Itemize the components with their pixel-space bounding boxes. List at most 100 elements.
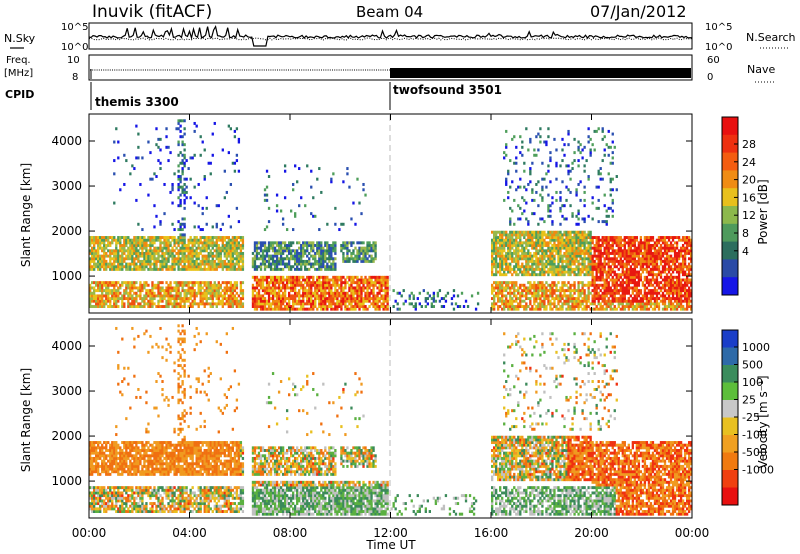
data-cell <box>611 278 614 282</box>
data-cell <box>398 307 401 311</box>
data-cell <box>505 145 508 149</box>
data-cell <box>167 302 170 306</box>
data-cell <box>589 249 592 253</box>
data-cell <box>338 283 341 287</box>
data-cell <box>157 259 160 263</box>
data-cell <box>603 259 606 263</box>
data-cell <box>99 289 102 293</box>
data-cell <box>259 281 263 285</box>
data-cell <box>253 257 257 261</box>
data-cell <box>635 273 639 277</box>
data-cell <box>591 196 594 200</box>
data-cell <box>549 230 552 234</box>
data-cell <box>444 294 448 298</box>
date-title: 07/Jan/2012 <box>590 2 687 21</box>
data-cell <box>261 254 265 258</box>
data-cell <box>223 259 226 263</box>
data-cell <box>300 307 303 311</box>
data-cell <box>101 297 104 301</box>
data-cell <box>161 286 164 290</box>
data-cell <box>619 265 622 269</box>
data-cell <box>201 286 204 290</box>
data-cell <box>537 251 540 255</box>
data-cell <box>358 305 361 308</box>
data-cell <box>635 299 639 303</box>
data-cell <box>300 257 303 261</box>
data-cell <box>521 283 524 287</box>
data-cell <box>111 249 114 253</box>
data-cell <box>523 265 526 269</box>
data-cell <box>541 198 544 202</box>
data-cell <box>141 228 144 232</box>
data-cell <box>153 172 156 176</box>
data-cell <box>219 236 222 239</box>
data-cell <box>577 265 580 269</box>
data-cell <box>521 257 524 261</box>
data-cell <box>95 299 98 303</box>
data-cell <box>177 294 180 298</box>
data-cell <box>199 286 202 290</box>
data-cell <box>356 241 359 245</box>
data-cell <box>127 291 130 295</box>
data-cell <box>173 289 176 293</box>
data-cell <box>171 188 174 192</box>
data-cell <box>358 257 361 261</box>
data-cell <box>563 283 566 287</box>
data-cell <box>257 251 261 255</box>
data-cell <box>495 265 498 269</box>
data-cell <box>499 257 502 261</box>
data-cell <box>125 286 128 290</box>
data-cell <box>577 273 580 277</box>
data-cell <box>316 244 319 247</box>
data-cell <box>223 246 226 250</box>
data-cell <box>541 270 544 274</box>
data-cell <box>107 262 110 266</box>
data-cell <box>573 254 576 258</box>
data-cell <box>509 246 512 250</box>
data-cell <box>569 190 572 194</box>
data-cell <box>551 251 554 255</box>
data-cell <box>105 238 108 242</box>
data-cell <box>207 283 210 287</box>
data-cell <box>233 169 237 173</box>
data-cell <box>400 294 403 298</box>
data-cell <box>322 251 325 255</box>
data-cell <box>215 225 218 229</box>
data-cell <box>525 267 528 271</box>
data-cell <box>310 244 313 247</box>
data-cell <box>271 262 275 266</box>
data-cell <box>529 273 532 277</box>
data-cell <box>111 257 114 261</box>
data-cell <box>605 294 608 298</box>
data-cell <box>346 167 349 171</box>
data-cell <box>109 251 112 255</box>
data-cell <box>633 259 637 263</box>
data-cell <box>167 238 170 242</box>
data-cell <box>627 254 630 258</box>
data-cell <box>551 283 554 287</box>
data-cell <box>91 241 94 245</box>
data-cell <box>505 294 508 298</box>
data-cell <box>294 294 297 298</box>
data-cell <box>155 249 158 253</box>
data-cell <box>129 244 132 247</box>
data-cell <box>575 193 578 197</box>
data-cell <box>346 246 349 250</box>
data-cell <box>115 289 118 293</box>
data-cell <box>215 267 218 271</box>
data-cell <box>350 307 353 311</box>
data-cell <box>535 236 538 239</box>
data-cell <box>549 294 552 298</box>
data-cell <box>565 257 568 261</box>
data-cell <box>493 236 496 239</box>
data-cell <box>615 281 618 285</box>
data-cell <box>171 259 174 263</box>
data-cell <box>511 251 514 255</box>
data-cell <box>589 151 592 155</box>
data-cell <box>279 249 283 253</box>
data-cell <box>239 305 243 308</box>
data-cell <box>523 209 526 213</box>
data-cell <box>501 238 504 242</box>
data-cell <box>294 278 297 282</box>
data-cell <box>283 262 287 266</box>
